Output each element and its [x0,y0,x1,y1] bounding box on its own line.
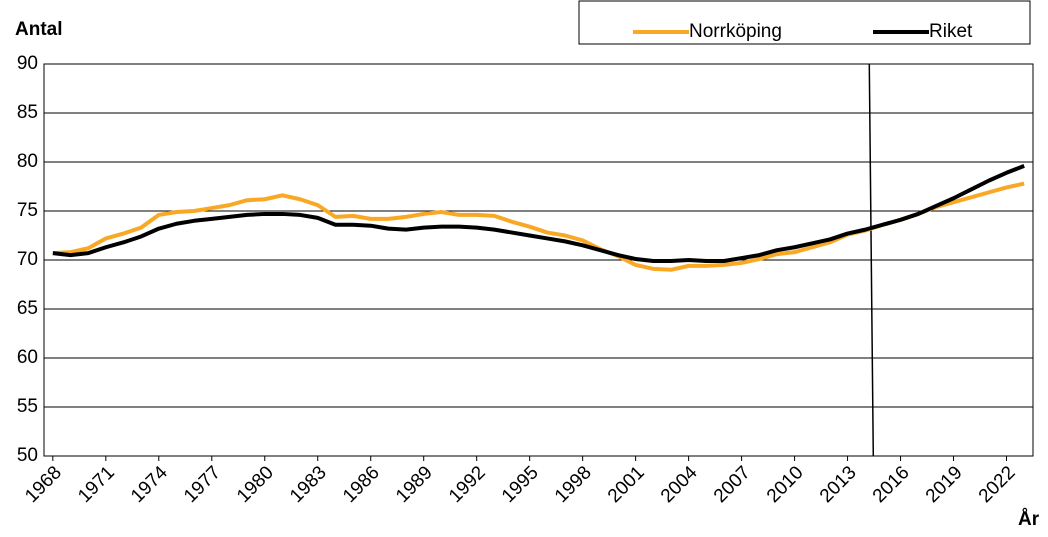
legend-box [578,0,1031,45]
x-tick-label: 1980 [233,462,278,507]
x-tick-label: 2013 [816,462,861,507]
y-tick-label: 60 [17,347,38,368]
y-tick-label: 70 [17,249,38,270]
x-axis-label: År [1018,509,1040,530]
y-tick-label: 80 [17,151,38,172]
legend-label: Riket [929,21,973,42]
x-tick-label: 2010 [763,462,808,507]
y-tick-label: 55 [17,396,38,417]
x-tick-label: 1992 [445,462,490,507]
x-tick-label: 2001 [604,462,649,507]
legend-label: Norrköping [689,21,782,42]
x-tick-label: 1995 [498,462,543,507]
y-tick-label: 50 [17,445,38,466]
y-tick-label: 90 [17,53,38,74]
x-tick-label: 2019 [922,462,967,507]
series-line [52,164,1025,263]
x-tick-label: 1983 [286,462,331,507]
plot-border [43,63,1034,457]
x-tick-label: 1971 [74,462,119,507]
x-tick-label: 1986 [339,462,384,507]
divider-line [868,63,875,457]
x-tick-label: 2022 [975,462,1020,507]
x-tick-label: 2007 [710,462,755,507]
x-tick-label: 1977 [180,462,225,507]
x-tick-label: 1998 [551,462,596,507]
y-tick-label: 85 [17,102,38,123]
x-tick-label: 1968 [21,462,66,507]
x-tick-label: 2004 [657,462,702,507]
y-axis-label: Antal [15,19,63,40]
x-tick-label: 2016 [869,462,914,507]
y-tick-label: 65 [17,298,38,319]
y-tick-label: 75 [17,200,38,221]
x-tick-label: 1974 [127,462,172,507]
x-tick-label: 1989 [392,462,437,507]
